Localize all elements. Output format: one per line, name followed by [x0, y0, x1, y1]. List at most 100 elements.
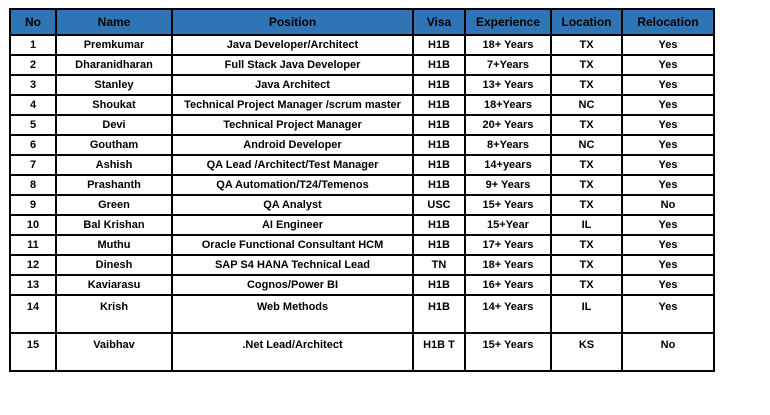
cell-position: Java Developer/Architect	[171, 34, 414, 56]
cell-name: Ashish	[55, 154, 173, 176]
table-row: 3 Stanley Java Architect H1B 13+ Years TX Yes	[9, 74, 715, 96]
cell-no: 12	[9, 254, 57, 276]
cell-name: Kaviarasu	[55, 274, 173, 296]
cell-name: Prashanth	[55, 174, 173, 196]
cell-location: TX	[550, 154, 623, 176]
cell-visa: H1B	[412, 134, 466, 156]
cell-name: Devi	[55, 114, 173, 136]
cell-no: 5	[9, 114, 57, 136]
cell-relocation: Yes	[621, 214, 715, 236]
cell-position: Java Architect	[171, 74, 414, 96]
table-row: 12 Dinesh SAP S4 HANA Technical Lead TN 18+ …	[9, 254, 715, 276]
cell-name: Vaibhav	[55, 332, 173, 372]
cell-relocation: Yes	[621, 234, 715, 256]
cell-experience: 15+ Years	[464, 332, 552, 372]
cell-no: 14	[9, 294, 57, 334]
cell-relocation: Yes	[621, 114, 715, 136]
cell-location: TX	[550, 74, 623, 96]
cell-no: 4	[9, 94, 57, 116]
cell-visa: H1B	[412, 174, 466, 196]
cell-experience: 14+ Years	[464, 294, 552, 334]
cell-no: 13	[9, 274, 57, 296]
cell-visa: H1B	[412, 274, 466, 296]
column-header-location: Location	[550, 8, 623, 36]
cell-name: Dharanidharan	[55, 54, 173, 76]
cell-position: Cognos/Power BI	[171, 274, 414, 296]
cell-experience: 13+ Years	[464, 74, 552, 96]
cell-relocation: Yes	[621, 154, 715, 176]
cell-position: SAP S4 HANA Technical Lead	[171, 254, 414, 276]
cell-experience: 9+ Years	[464, 174, 552, 196]
table-row: 6 Goutham Android Developer H1B 8+Years NC Yes	[9, 134, 715, 156]
cell-name: Stanley	[55, 74, 173, 96]
cell-location: TX	[550, 54, 623, 76]
cell-experience: 17+ Years	[464, 234, 552, 256]
cell-name: Muthu	[55, 234, 173, 256]
table-row: 9 Green QA Analyst USC 15+ Years TX No	[9, 194, 715, 216]
cell-visa: H1B	[412, 234, 466, 256]
table-row: 8 Prashanth QA Automation/T24/Temenos H1B 9+…	[9, 174, 715, 196]
cell-visa: H1B	[412, 54, 466, 76]
table-row: 2 Dharanidharan Full Stack Java Developer H…	[9, 54, 715, 76]
table-header: No Name Position Visa Experience Locatio…	[9, 8, 715, 36]
table-row: 10 Bal Krishan AI Engineer H1B 15+Year IL Yes	[9, 214, 715, 236]
cell-relocation: Yes	[621, 134, 715, 156]
cell-location: IL	[550, 214, 623, 236]
column-header-experience: Experience	[464, 8, 552, 36]
column-header-no: No	[9, 8, 57, 36]
table-row: 7 Ashish QA Lead /Architect/Test Manager H1…	[9, 154, 715, 176]
cell-visa: H1B	[412, 154, 466, 176]
table-row: 15 Vaibhav .Net Lead/Architect H1B T 15+ Yea…	[9, 332, 715, 372]
cell-position: AI Engineer	[171, 214, 414, 236]
cell-visa: H1B	[412, 294, 466, 334]
cell-no: 2	[9, 54, 57, 76]
cell-location: TX	[550, 194, 623, 216]
cell-location: TX	[550, 234, 623, 256]
cell-relocation: Yes	[621, 254, 715, 276]
cell-relocation: Yes	[621, 174, 715, 196]
column-header-relocation: Relocation	[621, 8, 715, 36]
cell-name: Bal Krishan	[55, 214, 173, 236]
cell-relocation: Yes	[621, 294, 715, 334]
cell-name: Green	[55, 194, 173, 216]
cell-experience: 18+ Years	[464, 34, 552, 56]
cell-relocation: Yes	[621, 274, 715, 296]
column-header-visa: Visa	[412, 8, 466, 36]
cell-relocation: Yes	[621, 94, 715, 116]
cell-location: TX	[550, 174, 623, 196]
cell-position: .Net Lead/Architect	[171, 332, 414, 372]
table-row: 5 Devi Technical Project Manager H1B 20+ Yea…	[9, 114, 715, 136]
cell-position: Android Developer	[171, 134, 414, 156]
cell-no: 11	[9, 234, 57, 256]
table-body: 1 Premkumar Java Developer/Architect H1B 18+…	[9, 34, 715, 372]
table-row: 13 Kaviarasu Cognos/Power BI H1B 16+ Years TX…	[9, 274, 715, 296]
candidates-table: No Name Position Visa Experience Locatio…	[9, 8, 715, 372]
cell-location: KS	[550, 332, 623, 372]
cell-location: TX	[550, 114, 623, 136]
cell-experience: 15+ Years	[464, 194, 552, 216]
cell-experience: 18+ Years	[464, 254, 552, 276]
cell-position: Full Stack Java Developer	[171, 54, 414, 76]
cell-name: Premkumar	[55, 34, 173, 56]
cell-visa: TN	[412, 254, 466, 276]
cell-experience: 18+Years	[464, 94, 552, 116]
cell-position: QA Lead /Architect/Test Manager	[171, 154, 414, 176]
cell-experience: 20+ Years	[464, 114, 552, 136]
table-row: 14 Krish Web Methods H1B 14+ Years IL Yes	[9, 294, 715, 334]
cell-position: Technical Project Manager	[171, 114, 414, 136]
cell-experience: 16+ Years	[464, 274, 552, 296]
cell-no: 9	[9, 194, 57, 216]
cell-name: Shoukat	[55, 94, 173, 116]
column-header-name: Name	[55, 8, 173, 36]
header-row: No Name Position Visa Experience Locatio…	[9, 8, 715, 36]
cell-position: QA Automation/T24/Temenos	[171, 174, 414, 196]
cell-relocation: Yes	[621, 54, 715, 76]
cell-visa: H1B	[412, 214, 466, 236]
cell-relocation: No	[621, 194, 715, 216]
cell-no: 15	[9, 332, 57, 372]
cell-location: NC	[550, 94, 623, 116]
cell-name: Krish	[55, 294, 173, 334]
cell-position: Technical Project Manager /scrum master	[171, 94, 414, 116]
cell-experience: 15+Year	[464, 214, 552, 236]
cell-no: 10	[9, 214, 57, 236]
